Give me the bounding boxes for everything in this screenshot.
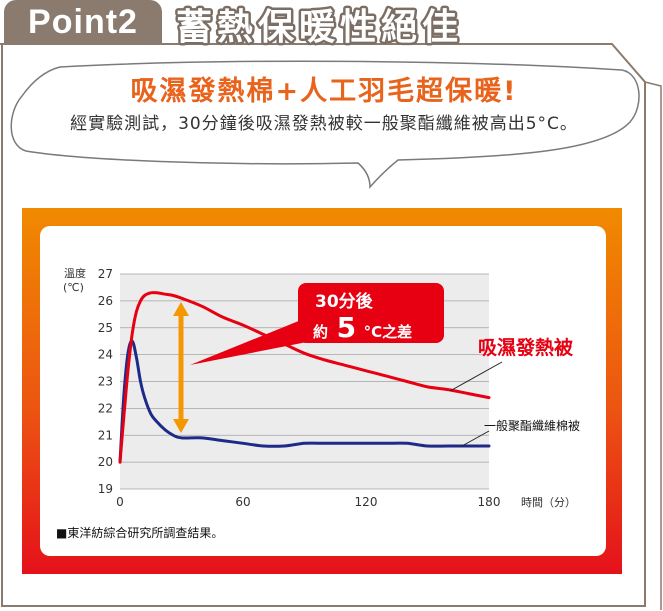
point-badge-label: Point2 (28, 3, 138, 41)
frame-back-page (644, 81, 662, 610)
point-badge: Point2 (4, 0, 162, 44)
section-title: 蓄熱保暖性絕佳 (174, 5, 463, 49)
bubble-body: 經實驗測試，30分鐘後吸濕發熱被較一般聚酯纖維被高出5°C。 (70, 114, 578, 134)
section-title-text: 蓄熱保暖性絕佳 (176, 7, 463, 48)
chart-panel-card (40, 226, 606, 556)
bubble-headline: 吸濕發熱棉+人工羽毛超保暖! (130, 76, 518, 107)
